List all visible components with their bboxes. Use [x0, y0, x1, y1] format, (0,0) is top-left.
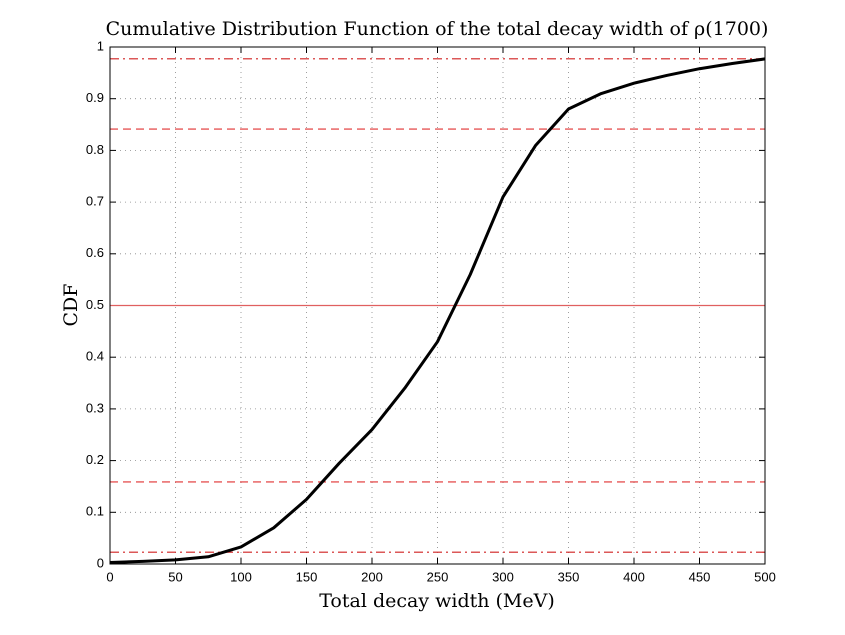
y-tick-label: 0.9: [86, 90, 104, 105]
y-tick-label: 0.6: [86, 245, 104, 260]
y-tick-label: 0.3: [86, 400, 104, 415]
y-tick-label: 1: [97, 38, 104, 53]
y-tick-label: 0.8: [86, 142, 104, 157]
x-tick-label: 300: [492, 569, 514, 584]
x-tick-label: 500: [754, 569, 776, 584]
x-tick-label: 200: [361, 569, 383, 584]
y-tick-label: 0.2: [86, 452, 104, 467]
x-tick-label: 450: [689, 569, 711, 584]
x-tick-label: 350: [558, 569, 580, 584]
y-tick-label: 0.7: [86, 194, 104, 209]
x-axis-label: Total decay width (MeV): [319, 590, 555, 612]
plot-frame: [109, 46, 766, 565]
y-tick-label: 0.5: [86, 297, 104, 312]
y-tick-label: 0.4: [86, 349, 104, 364]
y-axis-label: CDF: [60, 284, 82, 327]
x-tick-label: 0: [106, 569, 113, 584]
x-tick-label: 400: [623, 569, 645, 584]
y-tick-label: 0: [97, 555, 104, 570]
y-tick-label: 0.1: [86, 504, 104, 519]
chart-title: Cumulative Distribution Function of the …: [106, 18, 769, 40]
x-tick-label: 150: [296, 569, 318, 584]
x-tick-label: 50: [168, 569, 182, 584]
x-tick-label: 100: [230, 569, 252, 584]
x-tick-label: 250: [427, 569, 449, 584]
cdf-line: [109, 57, 766, 564]
